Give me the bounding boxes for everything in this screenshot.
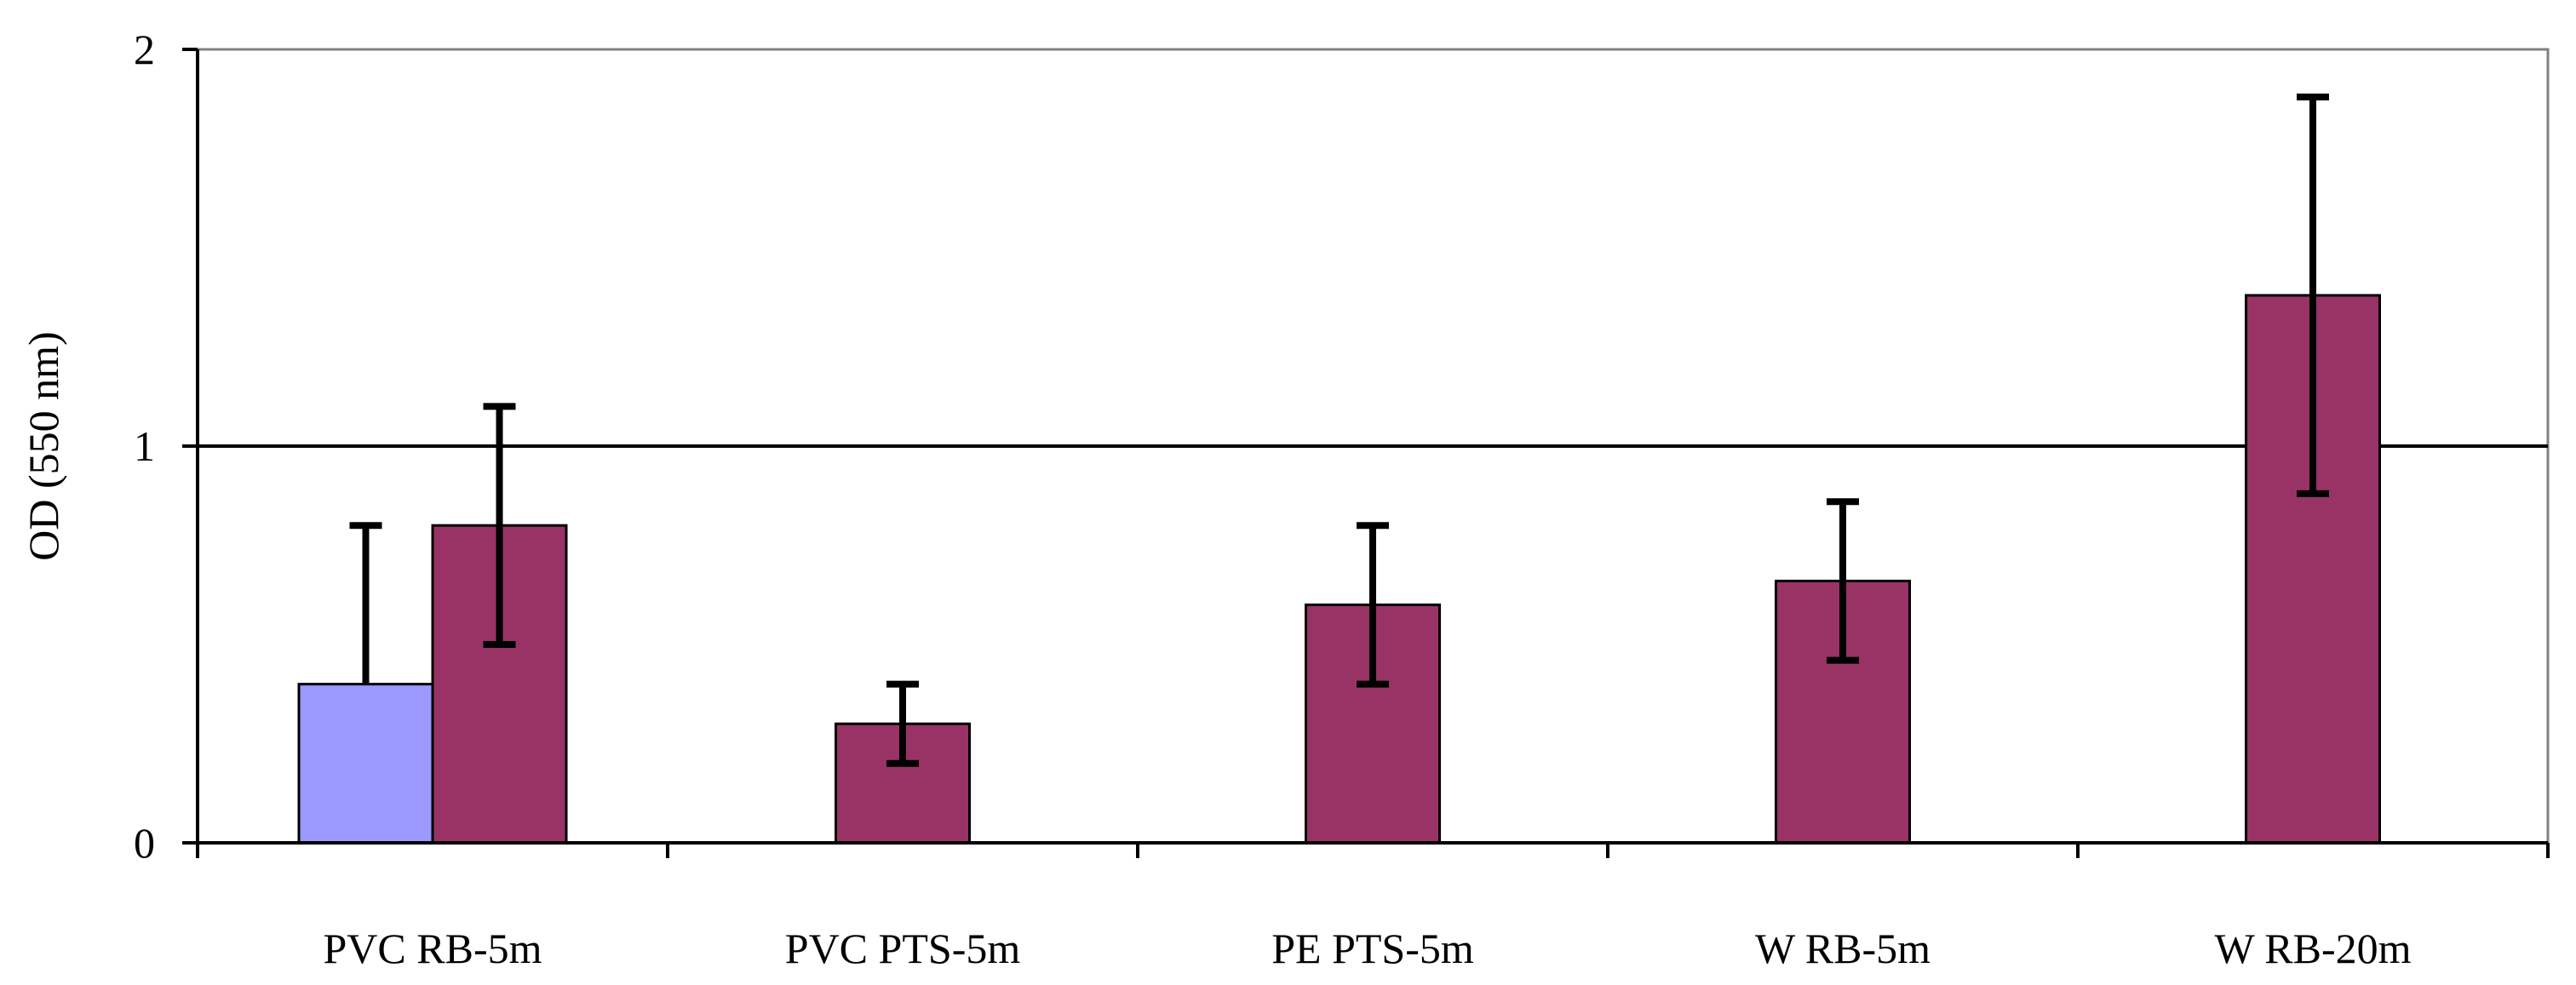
x-tick-label: PVC PTS-5m (785, 925, 1021, 972)
x-tick-label: W RB-5m (1755, 925, 1931, 972)
y-tick-label: 1 (134, 422, 155, 470)
y-axis-title: OD (550 nm) (20, 331, 67, 560)
bar-series1 (297, 683, 434, 845)
x-tick-label: PE PTS-5m (1271, 925, 1474, 972)
y-tick-label: 0 (134, 819, 155, 867)
x-tick-label: W RB-20m (2214, 925, 2411, 972)
y-tick-label: 2 (134, 26, 155, 73)
x-tick-label: PVC RB-5m (323, 925, 542, 972)
